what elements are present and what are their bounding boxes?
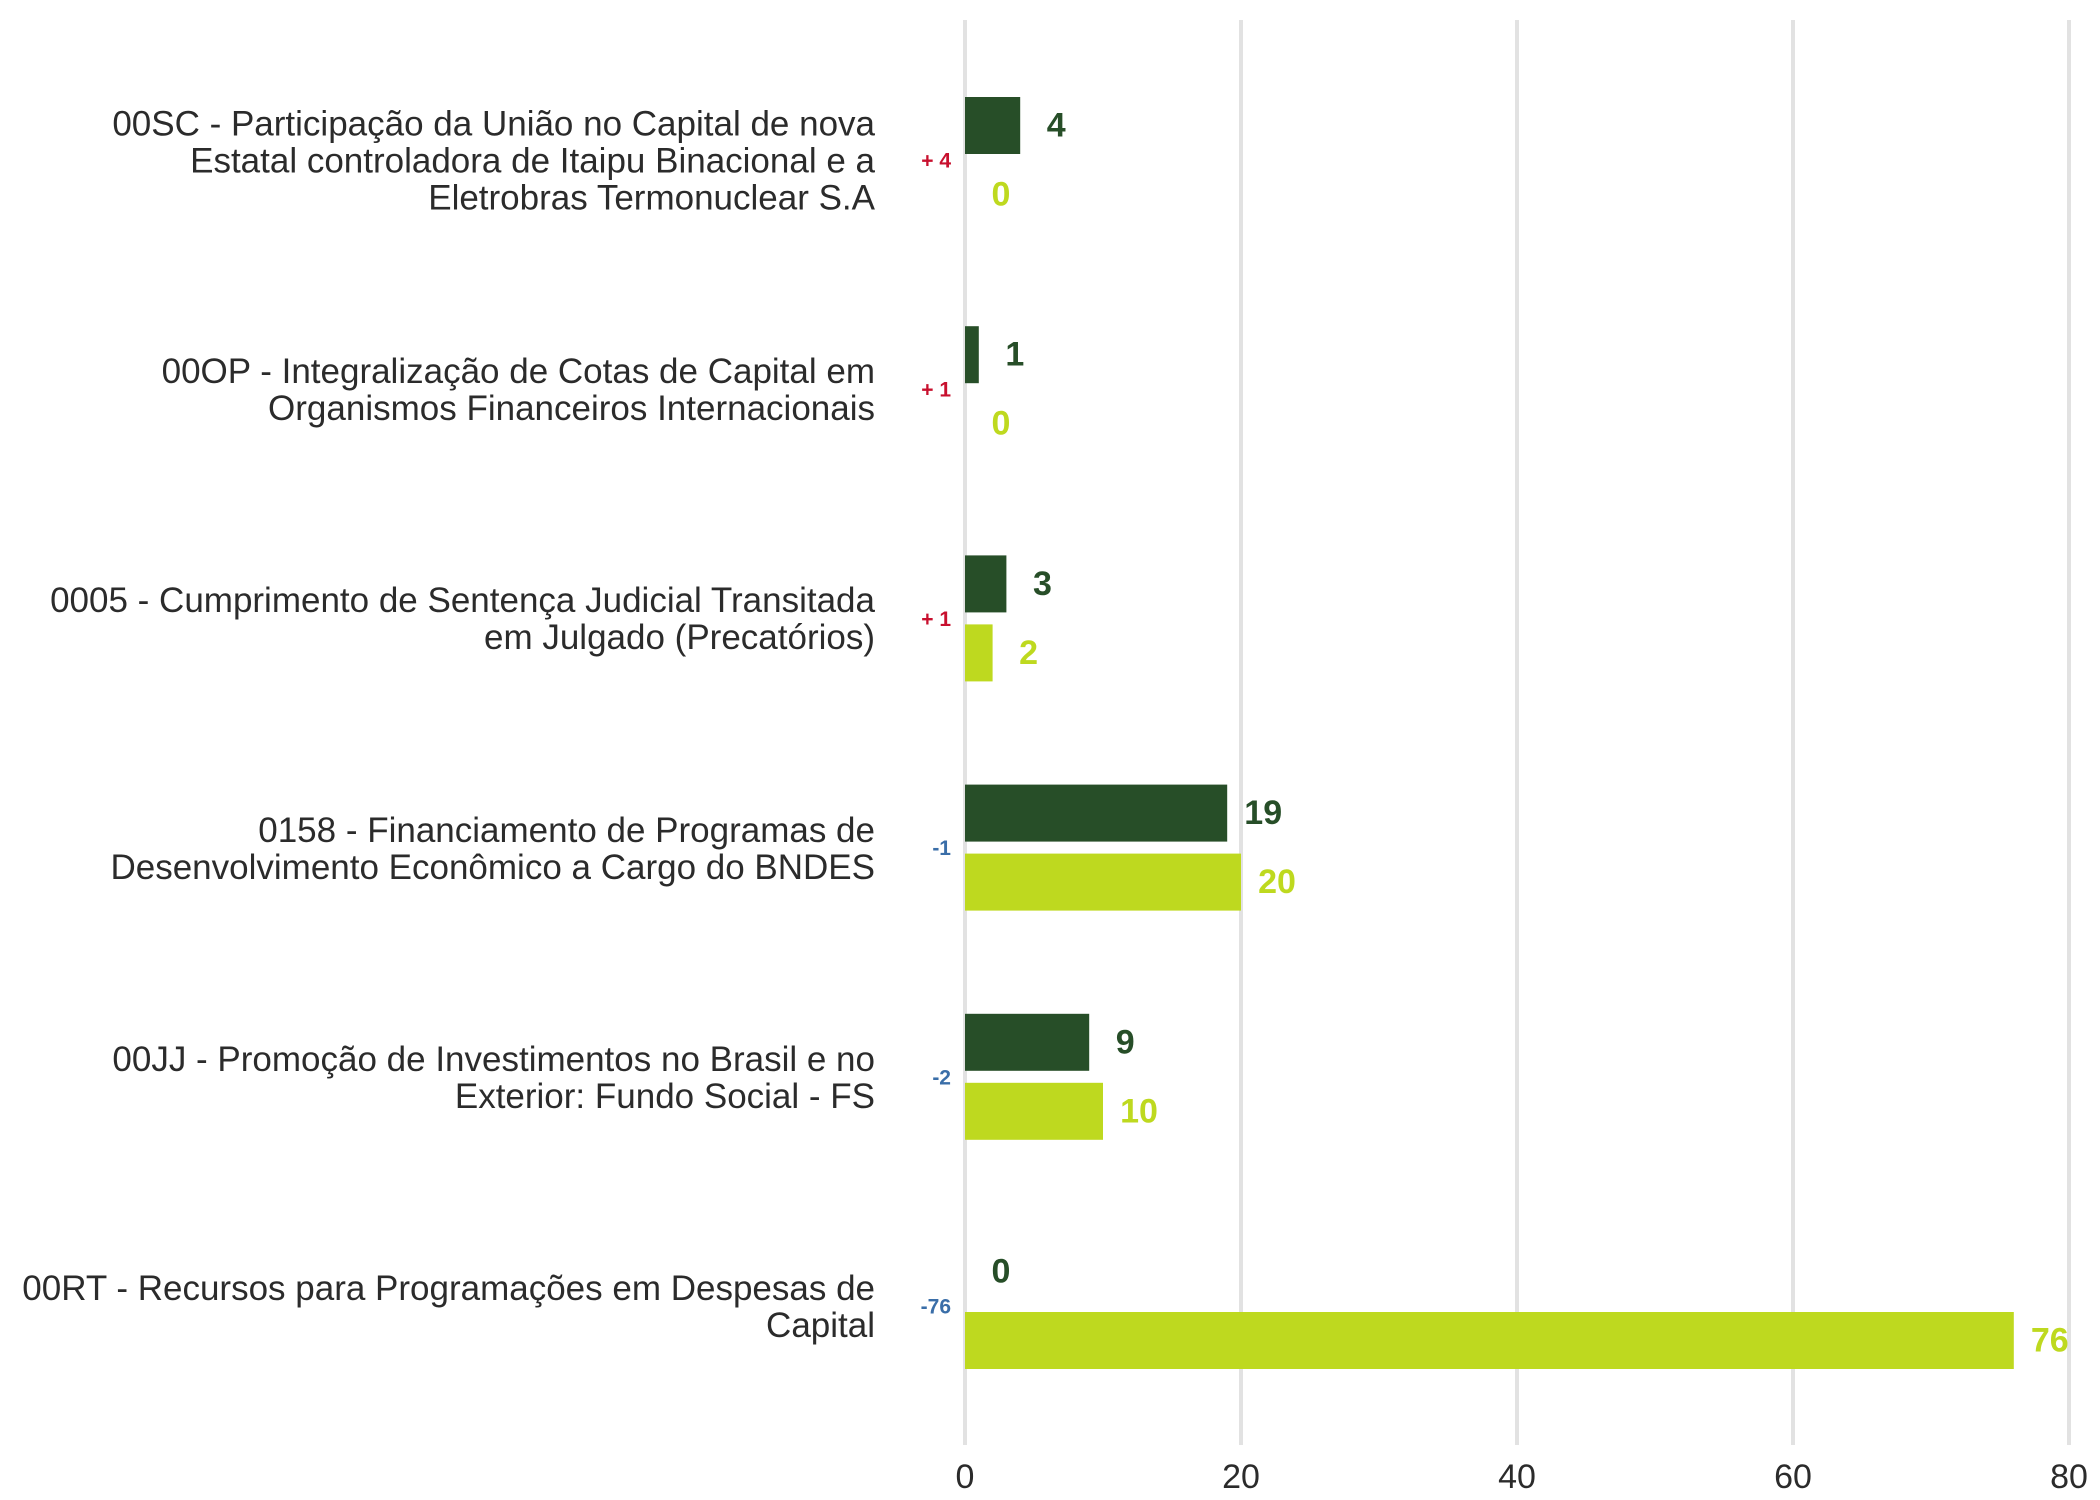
value-label: 0 <box>992 405 1011 443</box>
difference-label: -2 <box>932 1066 951 1089</box>
difference-label: + 1 <box>921 608 951 631</box>
value-label: 20 <box>1258 863 1296 901</box>
category-label: 00OP - Integralização de Cotas de Capita… <box>161 352 875 429</box>
value-label: 1 <box>1005 336 1024 374</box>
bar-series-2 <box>965 624 993 682</box>
difference-label: + 4 <box>921 150 951 173</box>
bar-series-2 <box>965 1312 2014 1369</box>
x-tick-label: 40 <box>1498 1458 1536 1496</box>
bar-series-2 <box>965 1082 1103 1140</box>
bar-series-1 <box>965 97 1021 154</box>
bar-series-1 <box>965 1013 1090 1071</box>
value-label: 19 <box>1244 794 1282 832</box>
category-label: 0158 - Financiamento de Programas de Des… <box>110 810 875 887</box>
category-label: 0005 - Cumprimento de Sentença Judicial … <box>50 581 875 658</box>
value-label: 2 <box>1019 634 1038 672</box>
value-label: 3 <box>1033 565 1052 603</box>
value-label: 4 <box>1047 107 1066 145</box>
difference-label: -76 <box>921 1296 951 1319</box>
bar-series-1 <box>965 326 979 384</box>
category-label: 00JJ - Promoção de Investimentos no Bras… <box>112 1039 875 1116</box>
bar-series-2 <box>965 853 1241 911</box>
value-label: 10 <box>1120 1092 1158 1130</box>
difference-label: -1 <box>932 837 951 860</box>
value-label: 76 <box>2031 1322 2069 1360</box>
bar-series-1 <box>965 555 1007 613</box>
bar-series-1 <box>965 784 1228 842</box>
x-tick-label: 60 <box>1774 1458 1812 1496</box>
value-label: 0 <box>992 1253 1011 1291</box>
value-label: 0 <box>992 176 1011 214</box>
x-tick-label: 0 <box>956 1458 975 1496</box>
value-label: 9 <box>1116 1023 1135 1061</box>
category-label: 00RT - Recursos para Programações em Des… <box>22 1269 875 1345</box>
category-label: 00SC - Participação da União no Capital … <box>112 104 875 218</box>
x-tick-label: 80 <box>2050 1458 2088 1496</box>
difference-label: + 1 <box>921 379 951 402</box>
x-tick-label: 20 <box>1222 1458 1260 1496</box>
gridlines <box>963 20 2071 1445</box>
bars <box>965 97 2014 1369</box>
